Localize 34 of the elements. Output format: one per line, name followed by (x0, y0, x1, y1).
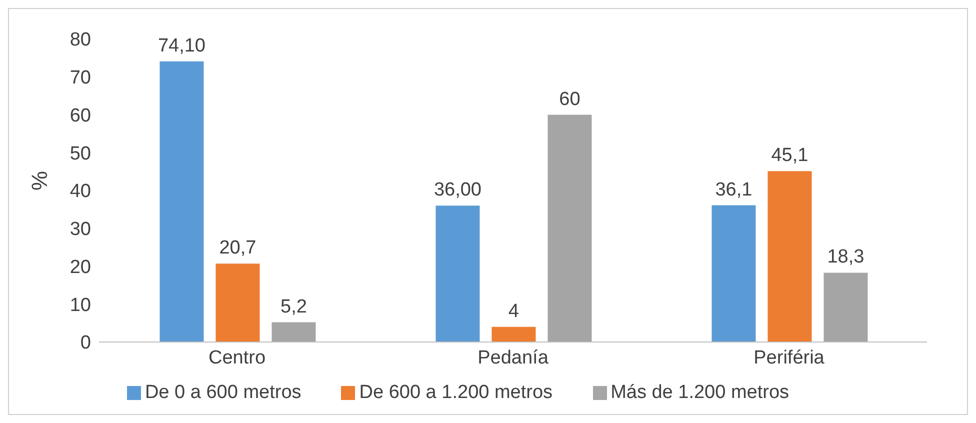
bar (216, 264, 260, 342)
data-label: 20,7 (219, 238, 256, 259)
data-label: 36,00 (434, 180, 482, 201)
y-tick-label: 70 (70, 68, 91, 89)
y-tick-label: 80 (70, 30, 91, 51)
bar (272, 322, 316, 342)
bar (492, 326, 536, 342)
y-tick-label: 0 (80, 332, 91, 354)
bar (768, 171, 812, 342)
data-label: 45,1 (771, 145, 808, 166)
y-tick-label: 30 (70, 219, 91, 240)
data-label: 5,2 (280, 296, 307, 318)
x-tick-label: Centro (208, 347, 266, 368)
y-tick-label: 20 (70, 256, 91, 278)
bar (160, 61, 204, 342)
y-tick-label: 60 (70, 105, 91, 126)
data-label: 18,3 (827, 246, 864, 268)
legend-label: Más de 1.200 metros (610, 382, 790, 403)
data-label: 36,1 (715, 179, 752, 200)
legend-label: De 600 a 1.200 metros (359, 382, 553, 403)
data-label: 4 (508, 300, 520, 322)
x-tick-label: Pedanía (478, 347, 549, 368)
bar (548, 114, 592, 342)
data-label: 74,10 (158, 35, 206, 56)
x-tick-label: Periféria (754, 347, 825, 368)
legend-label: De 0 a 600 metros (144, 382, 302, 403)
data-label: 60 (559, 88, 580, 110)
y-tick-label: 10 (70, 294, 91, 316)
y-tick-label: 40 (70, 181, 91, 202)
y-tick-label: 50 (70, 143, 91, 164)
bar (436, 206, 480, 342)
bar (824, 272, 868, 342)
bar (712, 205, 756, 342)
y-axis-title: % (26, 170, 52, 190)
